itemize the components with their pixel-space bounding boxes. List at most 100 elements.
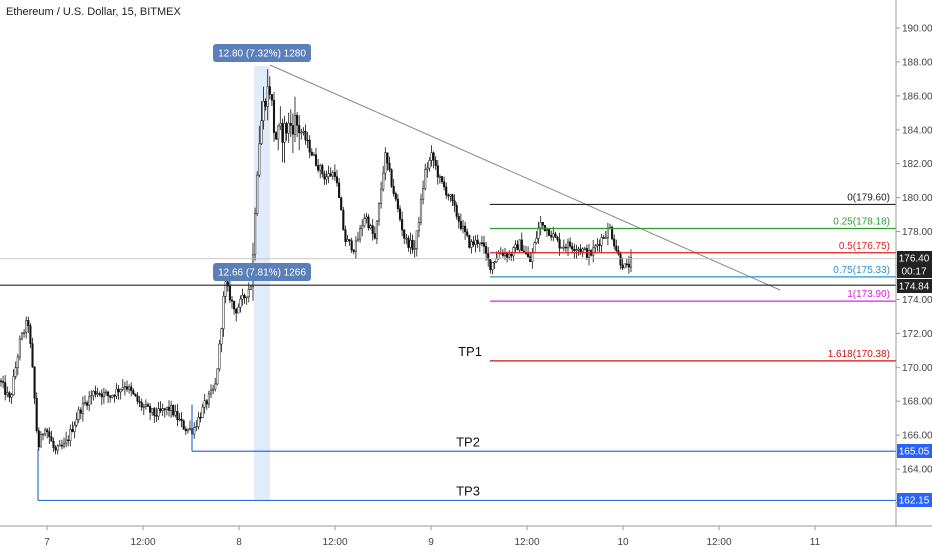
candle-body [73,424,76,432]
candle-body [566,241,570,249]
fib-level-label: 1.618(170.38) [828,349,890,360]
target-label: TP2 [456,434,480,449]
y-tick-label: 170.00 [902,363,932,374]
candle-body [285,123,288,134]
candle-body [560,247,563,249]
candle-body [365,216,368,219]
candle-body [619,253,622,266]
candle-body [23,331,26,334]
candle-body [243,295,246,299]
candle-body [125,386,129,390]
candle-body [16,356,19,368]
candle-body [296,114,299,126]
y-tick-label: 180.00 [902,193,932,204]
candle-body [237,306,240,314]
candle-body [161,408,164,411]
candle-body [113,395,116,397]
candle-body [275,132,278,140]
candles-group [0,69,633,455]
candle-body [363,218,366,227]
candle-body [37,430,40,448]
fib-level-label: 1(173.90) [847,289,890,300]
price-tags-group: 176.40 00:17 174.84 165.05 162.15 [897,251,932,507]
candle-body [554,233,557,238]
candle-body [209,389,213,395]
candle-body [548,229,551,236]
candle-body [157,408,160,417]
candle-body [325,176,328,180]
y-tick-label: 164.00 [902,465,932,476]
target-label: TP3 [456,483,480,498]
price-tag [897,251,932,265]
candle-body [583,248,586,250]
candle-body [182,420,185,430]
overlays-group: 0(179.60) 0.25(178.18) 0.5(176.75) 0.75(175… [0,44,896,502]
candle-body [308,139,311,153]
candle-body [503,253,507,256]
candle-body [27,320,30,326]
candle-body [298,125,301,134]
candle-body [426,167,429,171]
candle-body [293,114,297,135]
candle-body [403,229,406,239]
fib-level-label: 0.5(176.75) [839,241,890,252]
candle-body [262,100,265,121]
candle-body [212,388,215,391]
candle-body [142,406,145,408]
candle-body [361,225,364,229]
candle-body [226,281,229,287]
candle-body [386,152,389,164]
candle-body [218,343,221,370]
candle-body [606,228,609,238]
candle-body [443,181,446,188]
candle-body [306,139,309,142]
candle-body [79,409,82,414]
candle-body [384,152,387,174]
trendline [269,64,781,291]
candle-body [62,442,66,447]
y-tick-label: 166.00 [902,431,932,442]
candle-body [495,258,498,263]
candle-body [352,249,355,252]
candle-body [25,320,28,333]
candle-body [123,386,126,388]
x-tick-label: 12:00 [706,537,731,548]
candle-body [159,408,162,411]
candle-body [506,253,509,258]
candle-body [71,429,74,432]
candle-body [344,229,347,242]
candle-body [453,200,456,206]
candle-body [163,408,166,411]
candle-body [149,406,152,413]
candle-body [356,238,360,242]
candle-body [0,380,3,383]
candle-body [228,285,231,301]
candle-body [241,295,244,300]
candle-body [100,393,103,398]
candle-body [415,230,418,249]
measure-badge [213,263,311,281]
candle-body [594,245,597,249]
candle-body [405,237,408,240]
candle-body [558,239,561,249]
candle-body [430,152,433,161]
candle-body [369,225,372,229]
candle-body [535,237,538,244]
candle-body [476,239,479,245]
candle-body [54,447,57,451]
candle-body [348,239,351,242]
candle-body [394,193,397,200]
target-label: TP1 [458,344,482,359]
candle-body [611,226,614,240]
candle-body [411,239,414,250]
candle-body [371,225,374,234]
candle-body [466,231,469,236]
candle-body [367,216,370,229]
candle-body [459,221,462,229]
candle-body [287,122,290,134]
candle-body [46,429,49,432]
candle-body [222,296,225,329]
price-tag-label: 165.05 [899,447,930,458]
candle-body [424,169,427,189]
